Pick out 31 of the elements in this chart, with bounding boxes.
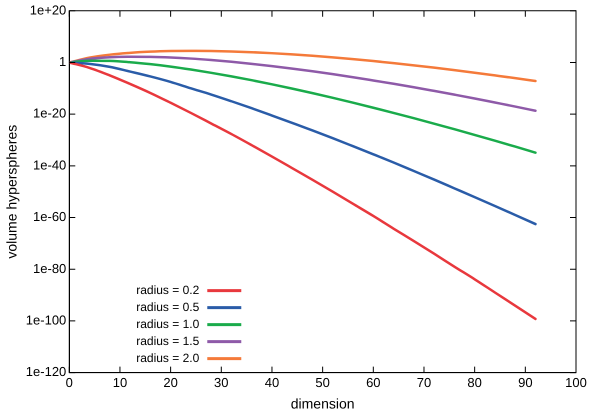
y-tick-label: 1e-20 xyxy=(33,106,66,121)
x-tick-label: 50 xyxy=(315,374,330,390)
x-tick-label: 30 xyxy=(214,374,229,390)
line-series xyxy=(69,55,537,112)
y-tick-label: 1e-40 xyxy=(33,157,66,172)
y-tick-label: 1e-60 xyxy=(33,209,66,224)
line-series xyxy=(69,61,537,320)
x-tick-label: 20 xyxy=(163,374,178,390)
legend-label: radius = 1.0 xyxy=(136,316,200,331)
x-axis-title: dimension xyxy=(290,395,355,412)
x-tick-label: 70 xyxy=(416,374,432,390)
y-tick-label: 1e-100 xyxy=(26,312,66,328)
x-tick-label: 10 xyxy=(112,374,128,390)
y-tick-label: 1 xyxy=(59,54,66,70)
legend-label: radius = 0.5 xyxy=(136,300,200,314)
x-tick-label: 80 xyxy=(467,374,482,390)
y-tick-label: 1e-80 xyxy=(33,260,66,276)
legend-label: radius = 2.0 xyxy=(136,350,200,365)
x-tick-label: 0 xyxy=(66,374,73,390)
line-series xyxy=(69,59,537,154)
legend-label: radius = 0.2 xyxy=(136,282,200,297)
x-tick-label: 100 xyxy=(565,374,587,390)
legend-label: radius = 1.5 xyxy=(136,334,200,348)
line-series xyxy=(69,50,537,82)
y-tick-label: 1e+20 xyxy=(30,2,66,18)
y-tick-label: 1e-120 xyxy=(26,364,66,380)
y-axis-title: volume hyperspheres xyxy=(3,124,20,259)
x-tick-label: 90 xyxy=(518,374,533,390)
x-tick-label: 40 xyxy=(264,374,280,390)
x-tick-label: 60 xyxy=(366,374,381,390)
line-series xyxy=(69,61,537,226)
